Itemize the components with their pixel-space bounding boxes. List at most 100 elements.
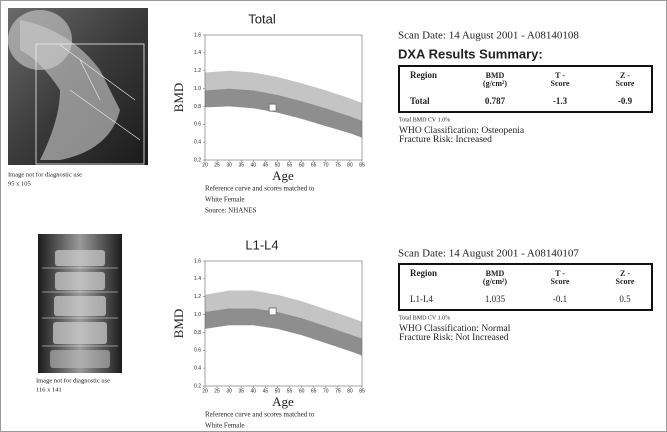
table-header: Score — [551, 277, 570, 286]
y-tick-label: 0.4 — [194, 139, 201, 145]
result-note: Total BMD CV 1.0% — [399, 315, 450, 321]
x-tick-label: 20 — [202, 162, 208, 168]
scan-date: Scan Date: 14 August 2001 - A08140107 — [398, 248, 579, 260]
result-note: WHO Classification: Osteopenia — [399, 125, 525, 136]
image-caption: 116 x 141 — [36, 386, 62, 393]
y-tick-label: 0.4 — [194, 365, 201, 371]
spine-image — [38, 234, 122, 373]
x-tick-label: 70 — [323, 388, 329, 394]
result-note: WHO Classification: Normal — [399, 323, 511, 334]
patient-point — [268, 103, 277, 112]
y-tick-label: 1.4 — [194, 276, 201, 282]
y-axis-label: BMD — [171, 83, 186, 113]
table-header: Region — [410, 70, 437, 80]
x-tick-label: 70 — [323, 162, 329, 168]
table-cell: 1.035 — [485, 294, 506, 304]
y-tick-label: 0.6 — [194, 122, 201, 128]
y-tick-label: 1.0 — [194, 312, 201, 318]
table-header: Z - — [620, 71, 630, 80]
chart-note: Source: NHANES — [205, 207, 257, 215]
results-table — [398, 263, 653, 311]
x-tick-label: 35 — [238, 388, 244, 394]
table-header: Score — [616, 277, 635, 286]
patient-point — [268, 307, 277, 316]
x-tick-label: 85 — [359, 388, 365, 394]
x-tick-label: 75 — [335, 388, 341, 394]
table-cell: 0.787 — [485, 96, 506, 106]
x-axis-label: Age — [272, 394, 294, 409]
y-tick-label: 0.2 — [194, 157, 201, 163]
reference-band — [205, 88, 362, 138]
table-header: (g/cm²) — [483, 79, 508, 88]
table-cell: Total — [410, 96, 430, 106]
hip-image — [8, 8, 148, 165]
x-tick-label: 35 — [238, 162, 244, 168]
table-header: (g/cm²) — [483, 277, 508, 286]
image-caption: 95 x 105 — [8, 180, 31, 187]
chart-note: Reference curve and scores matched to — [205, 411, 315, 419]
x-tick-label: 50 — [275, 388, 281, 394]
y-tick-label: 1.4 — [194, 50, 201, 56]
x-tick-label: 25 — [214, 162, 220, 168]
result-note: Fracture Risk: Increased — [399, 135, 492, 145]
x-tick-label: 80 — [347, 162, 353, 168]
chart-title: Total — [248, 11, 276, 26]
y-tick-label: 0.8 — [194, 104, 201, 110]
table-header: T - — [555, 269, 565, 278]
plot-frame — [204, 34, 363, 161]
table-cell: -0.1 — [553, 294, 567, 304]
table-cell: -0.9 — [618, 96, 633, 106]
table-header: T - — [555, 71, 565, 80]
x-tick-label: 25 — [214, 388, 220, 394]
chart-note: White Female — [205, 196, 244, 204]
x-tick-label: 80 — [347, 388, 353, 394]
chart-title: L1-L4 — [245, 237, 278, 252]
reference-band — [205, 290, 362, 339]
x-tick-label: 20 — [202, 388, 208, 394]
scan-date: Scan Date: 14 August 2001 - A08140108 — [398, 30, 579, 42]
y-tick-label: 1.6 — [194, 258, 201, 264]
y-tick-label: 1.6 — [194, 32, 201, 38]
reference-band — [205, 308, 362, 356]
x-axis-label: Age — [272, 168, 294, 183]
results-table — [398, 65, 653, 113]
table-header: BMD — [486, 71, 505, 80]
reference-band — [205, 70, 362, 121]
chart-note: Reference curve and scores matched to — [205, 185, 315, 193]
x-tick-label: 55 — [287, 162, 293, 168]
x-tick-label: 60 — [299, 162, 305, 168]
x-tick-label: 40 — [251, 388, 257, 394]
x-tick-label: 30 — [226, 388, 232, 394]
table-cell: 0.5 — [619, 294, 631, 304]
x-tick-label: 50 — [275, 162, 281, 168]
table-header: BMD — [486, 269, 505, 278]
table-cell: -1.3 — [553, 96, 568, 106]
x-tick-label: 60 — [299, 388, 305, 394]
x-tick-label: 65 — [311, 388, 317, 394]
x-tick-label: 65 — [311, 162, 317, 168]
summary-title: DXA Results Summary: — [398, 46, 543, 61]
x-tick-label: 75 — [335, 162, 341, 168]
y-tick-label: 1.0 — [194, 86, 201, 92]
image-caption: Image not for diagnostic use — [8, 171, 82, 178]
x-tick-label: 40 — [251, 162, 257, 168]
y-tick-label: 0.8 — [194, 330, 201, 336]
y-tick-label: 0.6 — [194, 348, 201, 354]
x-tick-label: 45 — [263, 388, 269, 394]
chart-note: White Female — [205, 422, 244, 430]
x-tick-label: 45 — [263, 162, 269, 168]
x-tick-label: 30 — [226, 162, 232, 168]
result-note: Fracture Risk: Not Increased — [399, 333, 509, 343]
x-tick-label: 85 — [359, 162, 365, 168]
plot-frame — [204, 260, 363, 387]
image-caption: Image not for diagnostic use — [36, 377, 110, 384]
x-tick-label: 55 — [287, 388, 293, 394]
table-header: Score — [616, 79, 635, 88]
table-cell: L1-L4 — [410, 294, 433, 304]
table-header: Region — [410, 268, 437, 278]
table-header: Score — [551, 79, 570, 88]
y-tick-label: 1.2 — [194, 68, 201, 74]
y-axis-label: BMD — [171, 309, 186, 339]
result-note: Total BMD CV 1.0% — [399, 117, 450, 123]
